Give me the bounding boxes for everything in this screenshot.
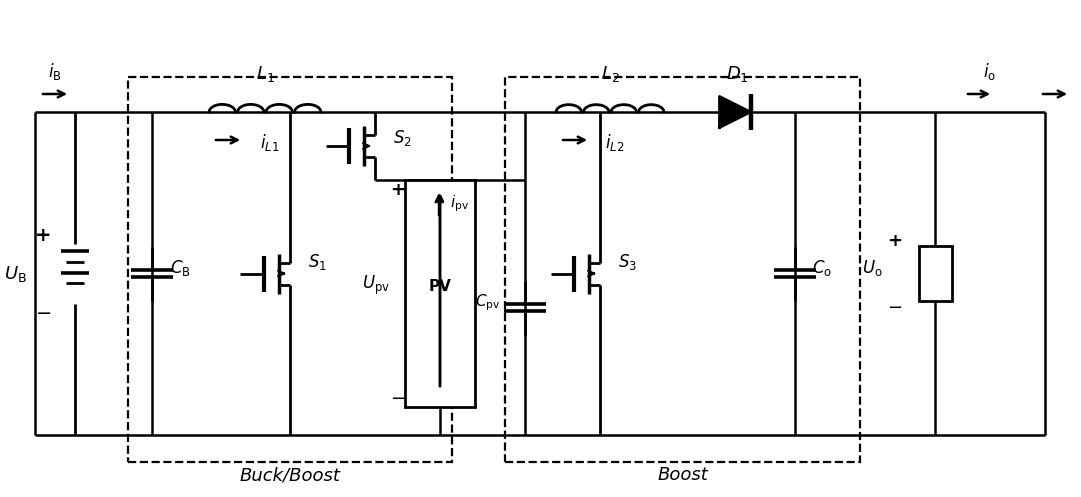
Text: $C_{\rm B}$: $C_{\rm B}$: [170, 258, 190, 278]
Text: +: +: [888, 232, 903, 249]
Text: $i_{L1}$: $i_{L1}$: [261, 132, 280, 153]
Text: $L_2$: $L_2$: [601, 64, 619, 84]
Text: $L_1$: $L_1$: [255, 64, 275, 84]
Text: $C_{\rm o}$: $C_{\rm o}$: [812, 258, 832, 278]
Text: $U_{\rm B}$: $U_{\rm B}$: [4, 263, 27, 283]
Text: $i_{\rm o}$: $i_{\rm o}$: [984, 61, 997, 82]
Text: $S_3$: $S_3$: [618, 251, 637, 271]
Text: $D_1$: $D_1$: [725, 64, 748, 84]
Bar: [505, 77, 860, 462]
Text: $i_{\rm B}$: $i_{\rm B}$: [49, 61, 62, 82]
Text: $i_{L2}$: $i_{L2}$: [605, 132, 625, 153]
Text: +: +: [390, 181, 405, 199]
Text: $i_{\rm pv}$: $i_{\rm pv}$: [450, 194, 469, 214]
Text: $U_{\rm pv}$: $U_{\rm pv}$: [362, 274, 390, 297]
Text: $C_{\rm pv}$: $C_{\rm pv}$: [475, 292, 501, 313]
Text: PV: PV: [428, 279, 452, 294]
Bar: [919, 246, 951, 301]
Text: $-$: $-$: [35, 302, 51, 321]
Text: Buck/Boost: Buck/Boost: [240, 466, 341, 484]
Text: +: +: [35, 226, 51, 245]
Text: Boost: Boost: [657, 466, 708, 484]
Text: $S_1$: $S_1$: [308, 251, 326, 271]
Text: $S_2$: $S_2$: [393, 128, 412, 148]
Text: $U_{\rm o}$: $U_{\rm o}$: [863, 258, 883, 278]
Text: $-$: $-$: [888, 298, 903, 316]
Text: $-$: $-$: [390, 388, 405, 406]
Bar: [405, 180, 475, 407]
Polygon shape: [720, 96, 750, 128]
Bar: [128, 77, 452, 462]
